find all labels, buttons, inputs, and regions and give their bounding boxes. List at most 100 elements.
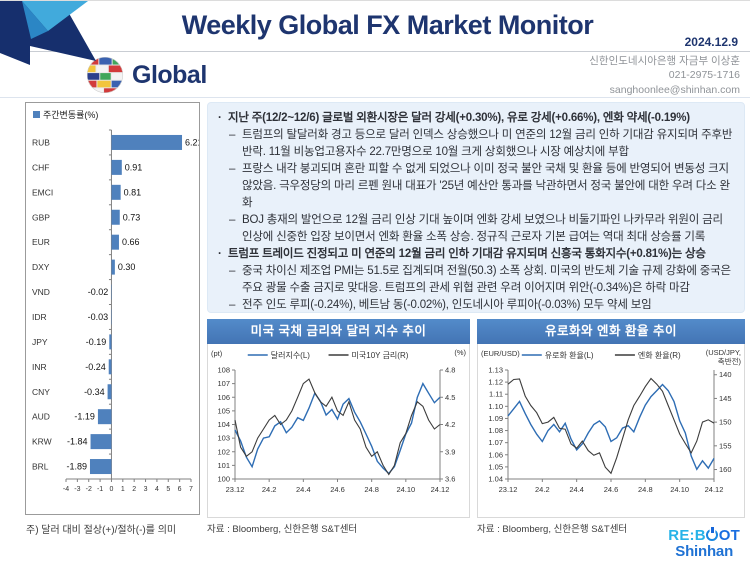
contact-phone: 021-2975-1716 [589,68,740,82]
commentary-item: –전주 인도 루피(-0.24%), 베트남 동(-0.02%), 인도네시아 … [216,297,734,313]
svg-text:-3: -3 [74,486,80,493]
svg-text:-2: -2 [86,486,92,493]
svg-text:IDR: IDR [32,312,47,322]
svg-text:0.81: 0.81 [124,187,142,197]
svg-text:-4: -4 [63,486,69,493]
commentary-item: –중국 차이신 제조업 PMI는 51.5로 집계되며 전월(50.3) 소폭 … [216,263,734,297]
svg-text:108: 108 [217,366,230,375]
svg-text:-1.89: -1.89 [66,462,87,472]
svg-text:24.10: 24.10 [670,485,689,494]
svg-text:미국10Y 금리(R): 미국10Y 금리(R) [352,351,409,360]
svg-text:(USD/JPY,: (USD/JPY, [706,348,741,357]
commentary-item: –프랑스 내각 붕괴되며 혼란 피할 수 없게 되었으나 이미 정국 불안 국채… [216,161,734,212]
svg-text:4: 4 [155,486,159,493]
svg-text:1.12: 1.12 [488,378,503,387]
svg-text:1.08: 1.08 [488,426,503,435]
svg-text:104: 104 [217,420,230,429]
svg-text:GBP: GBP [32,212,50,222]
svg-text:24.2: 24.2 [535,485,550,494]
svg-text:105: 105 [217,406,230,415]
svg-text:0.73: 0.73 [123,212,141,222]
commentary-item: –트럼프의 탈달러화 경고 등으로 달러 인덱스 상승했으나 미 연준의 12월… [216,127,734,161]
svg-text:(%): (%) [454,348,466,357]
svg-text:24.12: 24.12 [705,485,724,494]
svg-text:-0.19: -0.19 [86,337,107,347]
svg-text:0.91: 0.91 [125,162,143,172]
us-rates-dollar-chart: 1001011021031041051061071083.63.94.24.54… [208,344,469,512]
svg-text:(pt): (pt) [211,349,223,358]
contact-email: sanghoonlee@shinhan.com [589,83,740,97]
svg-text:4.8: 4.8 [445,366,455,375]
svg-text:-0.03: -0.03 [88,312,109,322]
svg-text:1.09: 1.09 [488,414,503,423]
svg-text:1.13: 1.13 [488,366,503,375]
svg-text:103: 103 [217,434,230,443]
svg-text:KRW: KRW [32,437,52,447]
svg-text:JPY: JPY [32,337,48,347]
svg-text:달러지수(L): 달러지수(L) [271,351,311,360]
svg-text:CNY: CNY [32,387,50,397]
svg-text:3: 3 [144,486,148,493]
svg-text:106: 106 [217,393,230,402]
svg-text:(EUR/USD): (EUR/USD) [481,349,520,358]
svg-text:24.4: 24.4 [569,485,584,494]
svg-text:-0.24: -0.24 [85,362,106,372]
report-date: 2024.12.9 [685,35,738,49]
us-chart-title: 미국 국채 금리와 달러 지수 추이 [207,319,470,344]
svg-text:INR: INR [32,362,47,372]
svg-text:-1.19: -1.19 [74,412,95,422]
svg-text:1.05: 1.05 [488,462,503,471]
svg-text:140: 140 [719,370,732,379]
svg-text:4.5: 4.5 [445,393,455,402]
svg-text:EUR: EUR [32,237,50,247]
svg-text:1: 1 [121,486,125,493]
svg-text:VND: VND [32,287,50,297]
svg-text:1.10: 1.10 [488,402,503,411]
svg-text:EMCI: EMCI [32,187,53,197]
brand-name: Global [132,61,207,90]
svg-text:2: 2 [132,486,136,493]
svg-text:축반전): 축반전) [718,356,742,366]
svg-text:101: 101 [217,461,230,470]
svg-text:6: 6 [178,486,182,493]
svg-text:-0.34: -0.34 [84,387,105,397]
eur-jpy-chart: 1.041.051.061.071.081.091.101.111.121.13… [478,344,744,512]
weekly-change-bar-chart: 주간변동률(%)-4-3-2-101234567RUB6.21CHF0.91EM… [26,103,199,514]
commentary-panel: ·지난 주(12/2~12/6) 글로벌 외환시장은 달러 강세(+0.30%)… [207,102,745,313]
svg-text:3.9: 3.9 [445,447,455,456]
svg-text:107: 107 [217,379,230,388]
commentary-item: ·트럼프 트레이드 진정되고 미 연준의 12월 금리 인하 기대감 유지되며 … [216,246,734,263]
svg-text:7: 7 [189,486,193,493]
svg-text:24.4: 24.4 [296,485,311,494]
svg-text:24.12: 24.12 [431,485,450,494]
svg-text:0: 0 [110,486,114,493]
svg-text:3.6: 3.6 [445,475,455,484]
svg-text:24.8: 24.8 [364,485,379,494]
svg-text:23.12: 23.12 [499,485,518,494]
svg-text:24.6: 24.6 [330,485,345,494]
commentary-item: –BOJ 총재의 발언으로 12월 금리 인상 기대 높이며 엔화 강세 보였으… [216,212,734,246]
svg-text:145: 145 [719,394,732,403]
svg-text:-0.02: -0.02 [88,287,109,297]
svg-text:1.11: 1.11 [489,390,503,399]
svg-text:0.66: 0.66 [122,237,140,247]
svg-text:BRL: BRL [32,462,49,472]
svg-text:유로화 환율(L): 유로화 환율(L) [545,350,594,360]
svg-text:CHF: CHF [32,162,49,172]
svg-text:DXY: DXY [32,262,50,272]
svg-text:102: 102 [217,447,230,456]
svg-text:5: 5 [166,486,170,493]
svg-text:6.21: 6.21 [185,137,199,147]
svg-text:150: 150 [719,418,732,427]
svg-text:-1.84: -1.84 [67,437,88,447]
brand-block: Global [86,56,207,94]
svg-text:24.8: 24.8 [638,485,653,494]
svg-text:RUB: RUB [32,137,50,147]
header-divider [0,51,750,52]
power-icon [706,529,718,541]
fx-chart-title: 유로화와 엔화 환율 추이 [477,319,745,344]
